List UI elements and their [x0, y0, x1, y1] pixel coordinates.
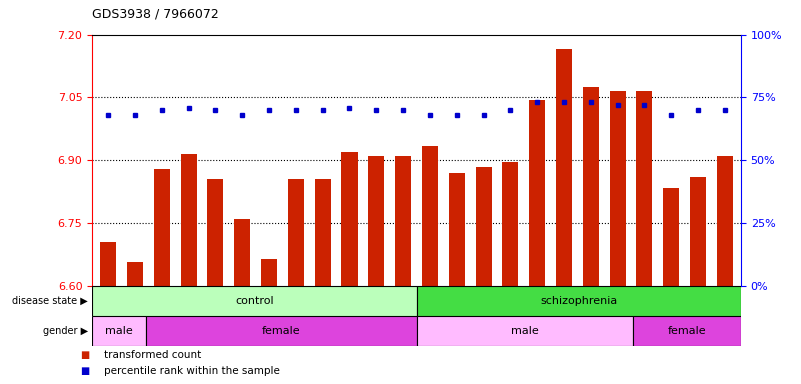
Text: disease state ▶: disease state ▶ [12, 296, 88, 306]
Text: percentile rank within the sample: percentile rank within the sample [104, 366, 280, 376]
Text: ■: ■ [80, 350, 90, 360]
Bar [146, 316, 417, 346]
Bar [636, 91, 653, 286]
Bar [127, 262, 143, 286]
Bar [92, 286, 417, 316]
Bar [180, 154, 197, 286]
Text: schizophrenia: schizophrenia [540, 296, 618, 306]
Bar [368, 156, 384, 286]
Bar [261, 259, 277, 286]
Text: male: male [511, 326, 538, 336]
Bar [529, 99, 545, 286]
Bar [100, 242, 116, 286]
Bar [502, 162, 518, 286]
Bar [717, 156, 733, 286]
Bar [154, 169, 170, 286]
Text: control: control [235, 296, 274, 306]
Bar [663, 187, 679, 286]
Text: female: female [262, 326, 300, 336]
Bar [633, 316, 741, 346]
Bar [417, 286, 741, 316]
Bar [417, 316, 633, 346]
Bar [583, 87, 599, 286]
Bar [341, 152, 357, 286]
Bar [207, 179, 223, 286]
Bar [476, 167, 492, 286]
Bar [449, 173, 465, 286]
Bar [234, 219, 250, 286]
Text: ■: ■ [80, 366, 90, 376]
Text: male: male [105, 326, 133, 336]
Bar [610, 91, 626, 286]
Bar [315, 179, 331, 286]
Bar [556, 49, 572, 286]
Bar [395, 156, 411, 286]
Bar [288, 179, 304, 286]
Bar [422, 146, 438, 286]
Text: transformed count: transformed count [104, 350, 201, 360]
Bar [92, 316, 146, 346]
Text: GDS3938 / 7966072: GDS3938 / 7966072 [92, 8, 219, 21]
Bar [690, 177, 706, 286]
Text: female: female [667, 326, 706, 336]
Text: gender ▶: gender ▶ [43, 326, 88, 336]
